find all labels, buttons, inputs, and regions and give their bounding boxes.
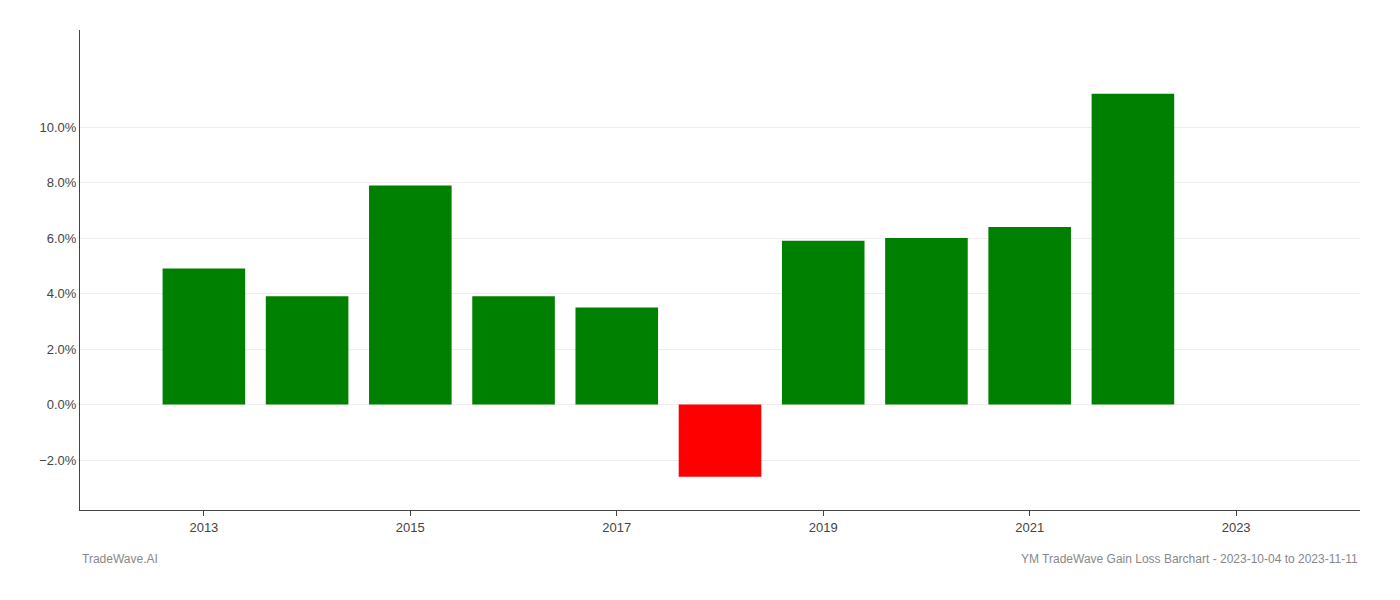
svg-text:0.0%: 0.0%: [47, 397, 77, 412]
svg-text:TradeWave.AI: TradeWave.AI: [82, 552, 158, 566]
svg-text:8.0%: 8.0%: [47, 175, 77, 190]
svg-text:2.0%: 2.0%: [47, 342, 77, 357]
svg-text:2023: 2023: [1222, 520, 1251, 535]
svg-text:YM TradeWave Gain Loss Barchar: YM TradeWave Gain Loss Barchart - 2023-1…: [1021, 552, 1358, 566]
svg-text:6.0%: 6.0%: [47, 231, 77, 246]
svg-text:2013: 2013: [189, 520, 218, 535]
svg-text:10.0%: 10.0%: [40, 120, 77, 135]
svg-text:2019: 2019: [809, 520, 838, 535]
svg-text:2015: 2015: [396, 520, 425, 535]
svg-text:−2.0%: −2.0%: [39, 453, 77, 468]
svg-text:2017: 2017: [602, 520, 631, 535]
svg-text:2021: 2021: [1015, 520, 1044, 535]
svg-text:4.0%: 4.0%: [47, 286, 77, 301]
